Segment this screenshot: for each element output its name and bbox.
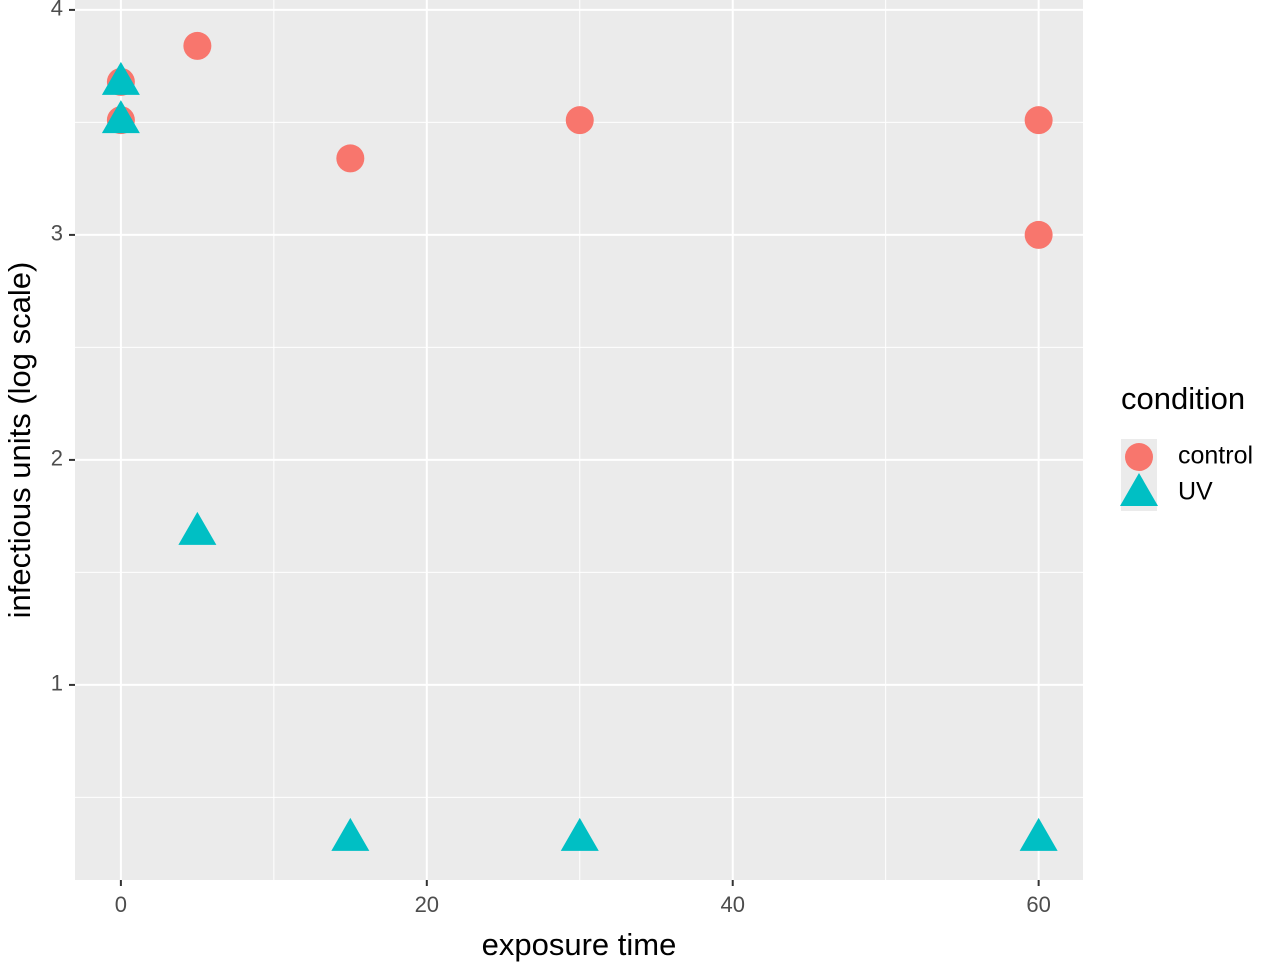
y-tick-label: 1	[51, 671, 63, 696]
legend-label: control	[1178, 442, 1253, 470]
y-tick-label: 4	[51, 0, 63, 21]
point	[1019, 817, 1058, 851]
legend-title: condition	[1121, 381, 1245, 416]
point	[1024, 220, 1053, 249]
legend-symbol	[1120, 473, 1158, 506]
x-tick-label: 20	[415, 892, 439, 917]
x-axis-title: exposure time	[482, 927, 677, 962]
x-tick-label: 0	[115, 892, 127, 917]
x-tick-label: 60	[1026, 892, 1050, 917]
point	[183, 31, 212, 60]
legend-label: UV	[1178, 478, 1213, 506]
point	[178, 511, 217, 545]
point	[331, 817, 370, 851]
point	[101, 61, 140, 95]
x-tick-label: 40	[720, 892, 744, 917]
point	[101, 100, 140, 134]
point	[336, 144, 365, 173]
legend-symbol	[1125, 443, 1153, 471]
point	[1024, 106, 1053, 135]
panel	[75, 0, 1083, 880]
y-tick-label: 3	[51, 221, 63, 246]
y-tick-label: 2	[51, 446, 63, 471]
y-axis-title: infectious units (log scale)	[2, 262, 37, 619]
point	[560, 817, 599, 851]
point	[565, 106, 594, 135]
